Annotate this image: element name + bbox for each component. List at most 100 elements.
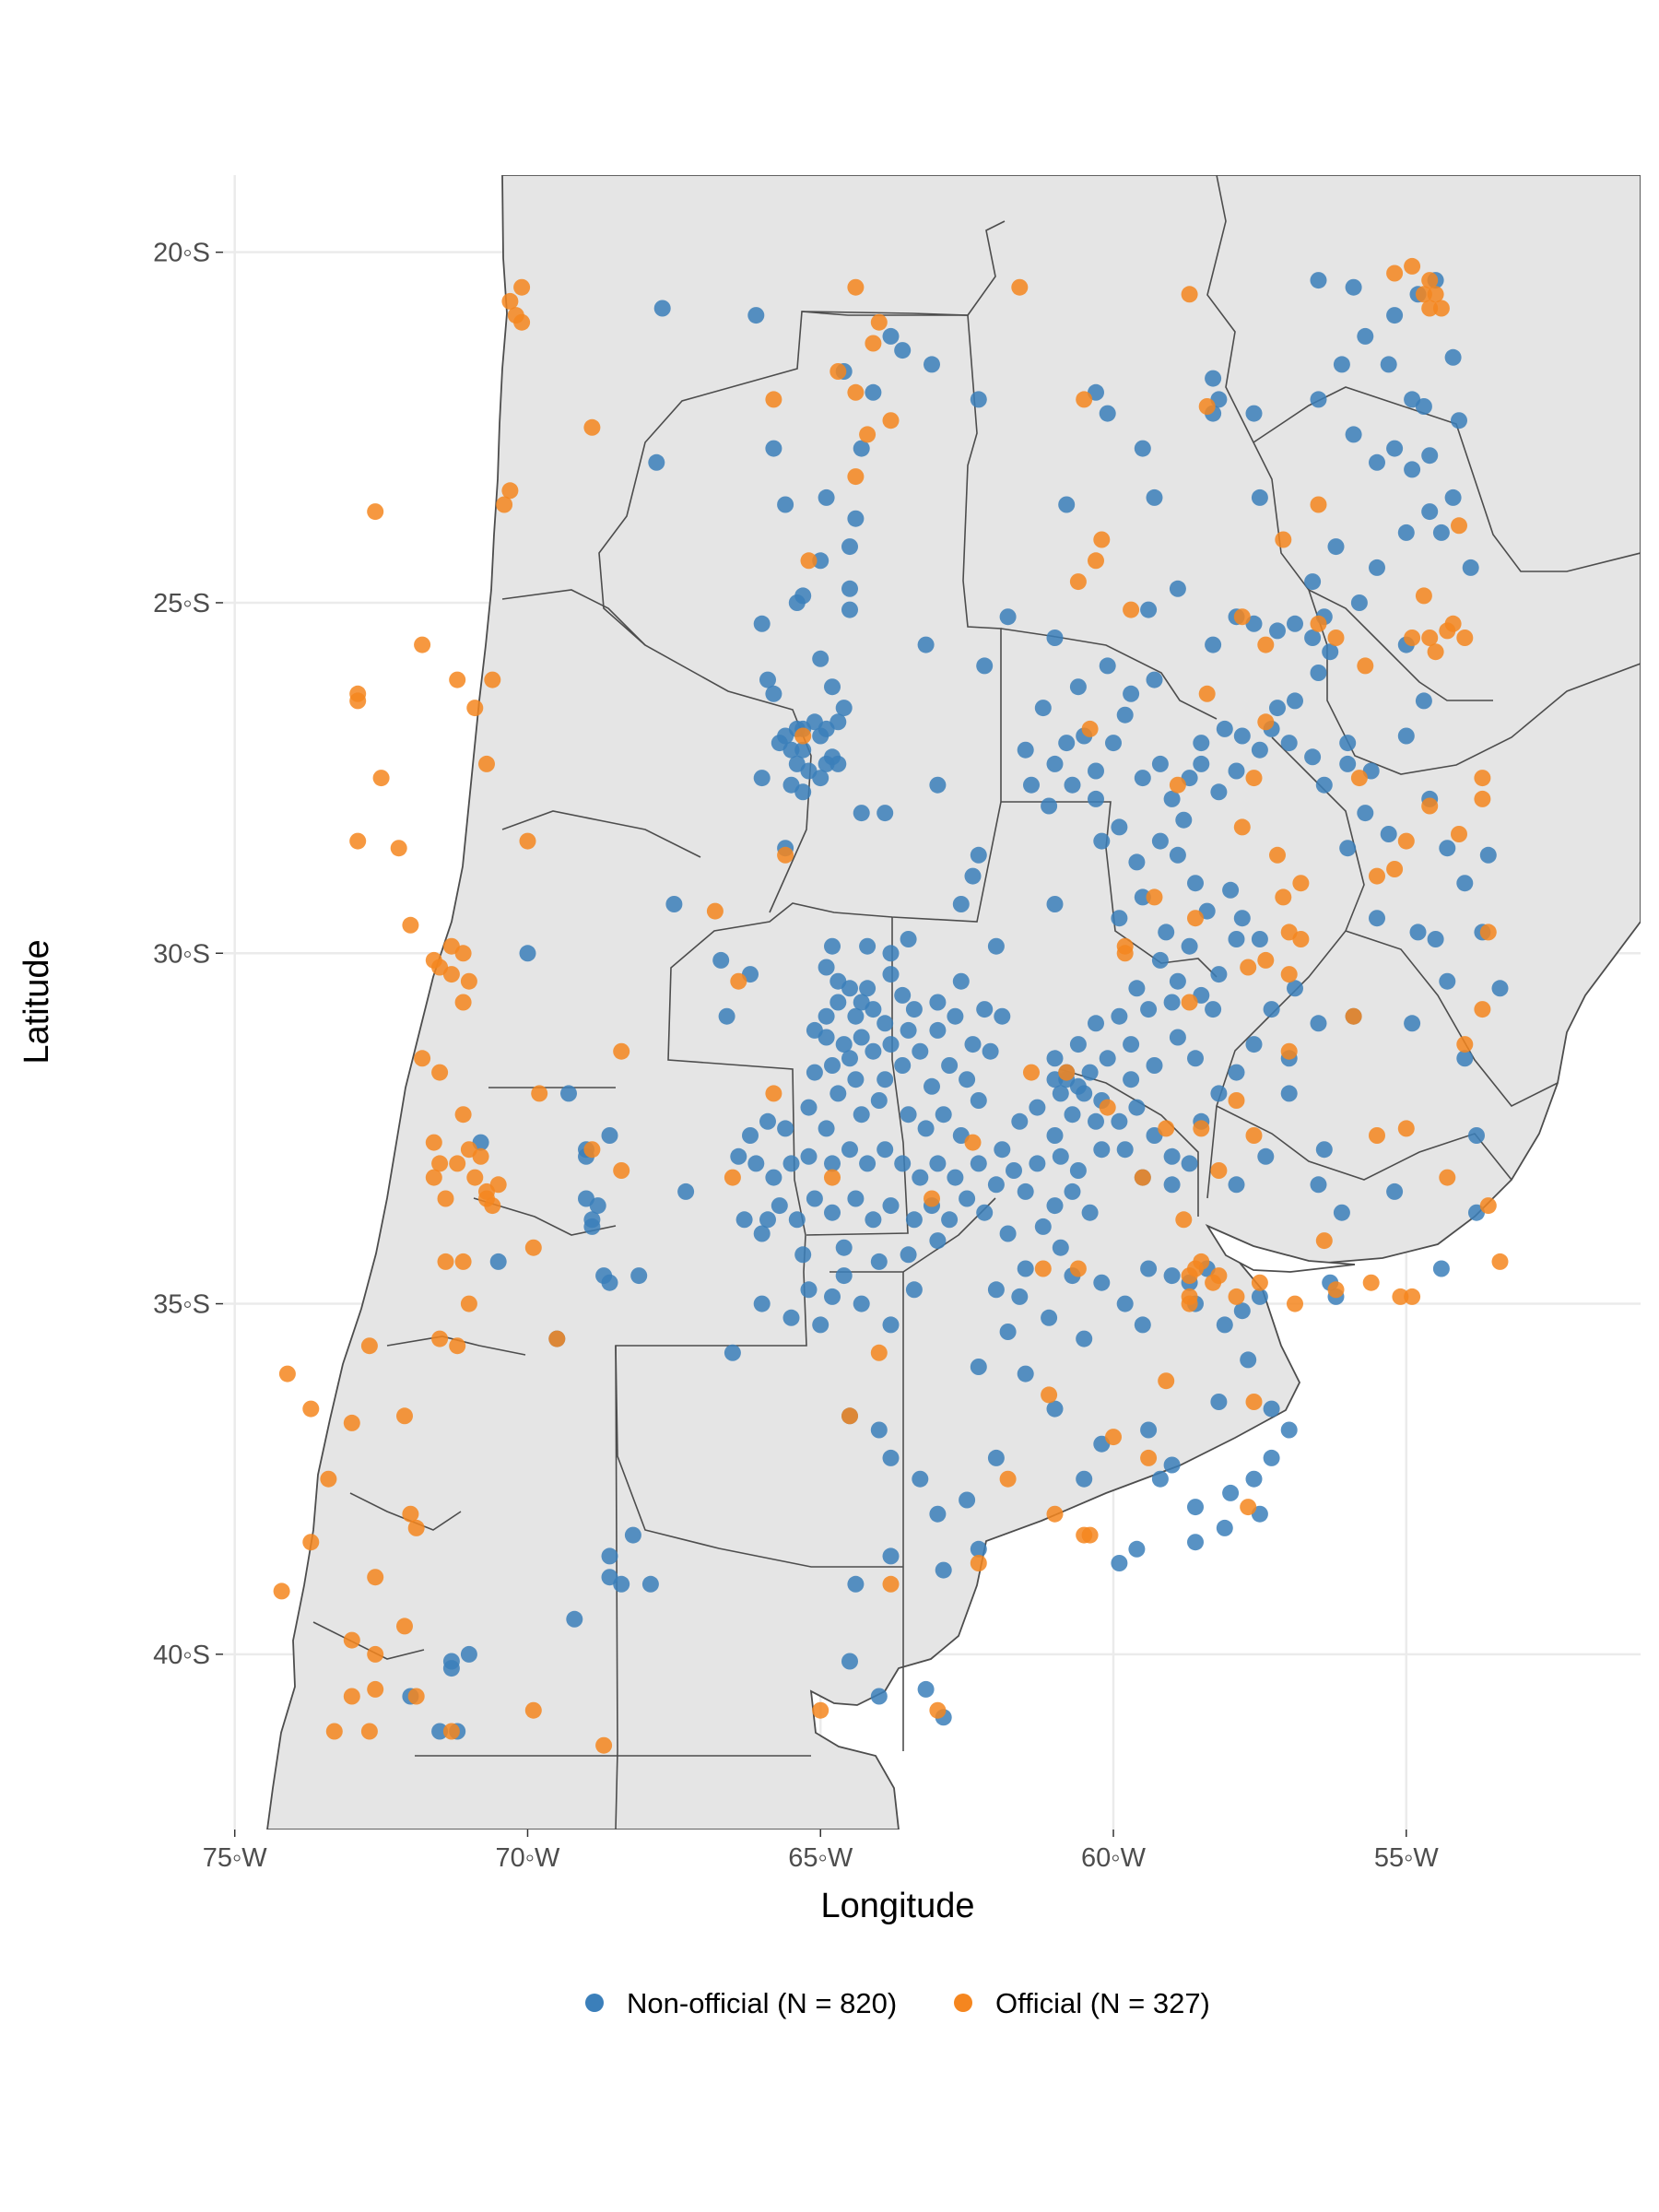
- point-non-official: [830, 755, 847, 772]
- point-official: [1474, 790, 1491, 807]
- point-non-official: [900, 1246, 917, 1264]
- point-non-official: [489, 1253, 507, 1270]
- point-non-official: [882, 1036, 900, 1053]
- point-non-official: [877, 1015, 894, 1032]
- point-non-official: [1287, 615, 1303, 632]
- point-official: [1292, 931, 1310, 947]
- point-official: [1397, 832, 1415, 850]
- point-official: [1479, 924, 1497, 941]
- point-non-official: [882, 945, 900, 962]
- point-non-official: [777, 496, 794, 513]
- point-non-official: [1052, 1239, 1069, 1256]
- point-official: [1474, 1001, 1491, 1018]
- point-official: [1011, 278, 1029, 296]
- point-official: [425, 1134, 442, 1151]
- point-non-official: [1017, 1260, 1034, 1277]
- point-non-official: [870, 1421, 888, 1439]
- point-official: [437, 1253, 454, 1270]
- admin-boundaries: [312, 175, 1641, 1830]
- point-official: [1081, 720, 1099, 737]
- point-non-official: [847, 1071, 865, 1088]
- point-official: [1439, 1169, 1456, 1186]
- point-official: [1210, 1162, 1228, 1179]
- point-non-official: [1181, 937, 1198, 955]
- point-official: [1245, 770, 1263, 787]
- points-layer: [273, 257, 1509, 1754]
- point-official: [454, 1253, 472, 1270]
- point-non-official: [1006, 1162, 1022, 1179]
- point-official: [320, 1470, 337, 1488]
- point-official: [1357, 657, 1374, 675]
- point-non-official: [1205, 636, 1222, 653]
- point-non-official: [718, 1007, 735, 1025]
- point-non-official: [1233, 727, 1251, 745]
- point-non-official: [987, 1176, 1005, 1194]
- point-non-official: [1069, 1077, 1087, 1095]
- point-non-official: [1386, 440, 1404, 457]
- point-non-official: [853, 1029, 870, 1046]
- point-official: [431, 1155, 449, 1172]
- x-tick-label: 75◦W: [203, 1843, 268, 1873]
- point-official: [349, 692, 367, 710]
- point-non-official: [970, 1092, 987, 1109]
- point-non-official: [1421, 503, 1439, 521]
- point-official: [360, 1337, 378, 1355]
- point-non-official: [900, 1021, 917, 1039]
- point-non-official: [1029, 1155, 1046, 1172]
- point-non-official: [1210, 1085, 1228, 1102]
- point-non-official: [782, 741, 800, 759]
- point-non-official: [970, 1155, 987, 1172]
- point-non-official: [1105, 735, 1122, 752]
- legend-swatch-official: [954, 1994, 972, 2012]
- point-non-official: [818, 1029, 835, 1046]
- point-non-official: [877, 805, 894, 822]
- point-non-official: [771, 1197, 788, 1215]
- point-non-official: [987, 937, 1005, 955]
- point-official: [1105, 1429, 1122, 1446]
- point-non-official: [1076, 1330, 1093, 1347]
- point-official: [349, 832, 367, 850]
- point-official: [583, 1141, 601, 1159]
- point-non-official: [653, 300, 671, 317]
- point-non-official: [759, 671, 776, 688]
- point-non-official: [1163, 994, 1181, 1011]
- point-non-official: [1151, 1470, 1169, 1488]
- point-official: [478, 1190, 495, 1207]
- point-non-official: [894, 342, 912, 359]
- point-non-official: [882, 1316, 900, 1334]
- point-non-official: [924, 356, 940, 373]
- point-non-official: [1233, 910, 1251, 927]
- point-official: [1479, 1197, 1497, 1215]
- x-tick-label: 70◦W: [496, 1843, 561, 1873]
- point-official: [1269, 846, 1286, 864]
- point-non-official: [677, 1182, 695, 1200]
- point-official: [1076, 391, 1093, 408]
- point-non-official: [1151, 832, 1169, 850]
- point-official: [1046, 1505, 1064, 1523]
- point-non-official: [753, 770, 771, 787]
- point-non-official: [970, 846, 987, 864]
- point-non-official: [952, 896, 970, 912]
- point-non-official: [841, 1653, 858, 1670]
- point-official: [1233, 818, 1251, 836]
- point-official: [449, 1155, 466, 1172]
- point-official: [1456, 629, 1474, 646]
- point-non-official: [818, 1007, 835, 1025]
- point-official: [1474, 770, 1491, 787]
- point-non-official: [976, 1204, 994, 1221]
- point-official: [765, 391, 782, 408]
- point-official: [1345, 1007, 1362, 1025]
- point-official: [1093, 531, 1111, 548]
- point-non-official: [1111, 910, 1128, 927]
- point-non-official: [1163, 790, 1181, 807]
- point-non-official: [442, 1660, 460, 1677]
- point-non-official: [970, 391, 987, 408]
- point-non-official: [841, 1050, 858, 1067]
- point-official: [1456, 1036, 1474, 1053]
- point-official: [1187, 910, 1204, 927]
- point-non-official: [935, 1106, 952, 1124]
- point-official: [847, 278, 865, 296]
- point-non-official: [1263, 1400, 1280, 1418]
- point-non-official: [1093, 1274, 1111, 1291]
- point-official: [449, 671, 466, 688]
